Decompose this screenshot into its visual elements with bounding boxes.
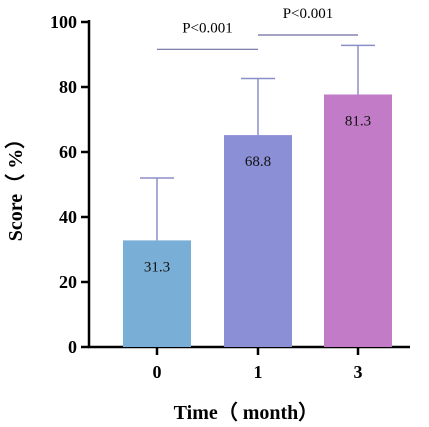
significance-brackets: P<0.001 P<0.001: [157, 6, 358, 50]
bar: [224, 135, 292, 347]
chart-bars: [123, 94, 392, 347]
y-tick-label: 100: [50, 12, 77, 32]
y-tick-label: 20: [59, 272, 77, 292]
chart-error-bars: [140, 44, 375, 241]
y-tick-label: 80: [59, 77, 77, 97]
x-axis-title: Time（ month）: [174, 401, 319, 424]
y-tick-label: 0: [68, 337, 77, 357]
y-axis-title: Score（ %）: [4, 129, 27, 241]
significance-label: P<0.001: [182, 20, 233, 36]
significance-label: P<0.001: [283, 6, 334, 22]
y-tick-label: 60: [59, 142, 77, 162]
y-tick-label: 40: [59, 207, 77, 227]
bar: [123, 240, 191, 347]
data-label: 68.8: [245, 154, 271, 170]
bar: [324, 94, 392, 347]
data-label: 81.3: [345, 113, 371, 129]
chart-labels: 31.3 68.8 81.3: [144, 113, 371, 275]
x-tick-label: 0: [153, 362, 162, 382]
x-tick-label: 3: [354, 362, 363, 382]
data-label: 31.3: [144, 259, 170, 275]
x-tick-label: 1: [254, 362, 263, 382]
